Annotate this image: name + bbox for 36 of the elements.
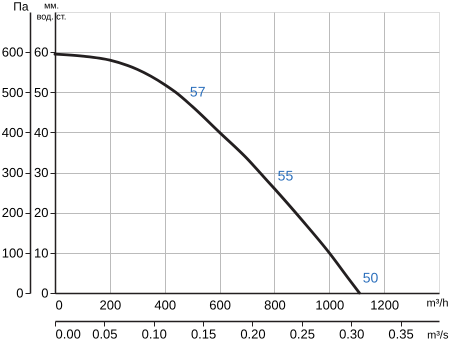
y2-tick-label: 60	[34, 44, 48, 60]
x-tick-label: 1200	[370, 298, 400, 312]
x2-tick-label: 0.30	[339, 326, 364, 342]
x-tick-label: 600	[209, 298, 231, 312]
y-tick-label: 300	[2, 165, 24, 180]
x2-tick-label: 0.25	[290, 326, 316, 342]
x-tick-label: 0	[56, 298, 63, 312]
annotation: 57	[190, 83, 206, 100]
y2-tick-label: 20	[34, 205, 48, 220]
y-tick-label: 500	[2, 84, 24, 100]
x-tick-label: 200	[100, 298, 122, 312]
y2-tick-label: 0	[41, 286, 48, 300]
annotation: 50	[362, 270, 378, 286]
annotation: 55	[278, 168, 294, 184]
y2-axis-title: мм. вод. ст.	[36, 0, 66, 22]
y-tick-label: 0	[16, 286, 24, 300]
x2-tick-label: 0.35	[388, 326, 414, 342]
y2-tick-label: 50	[34, 84, 48, 100]
y-axis-title: Па	[13, 0, 29, 14]
x-tick-label: 800	[264, 298, 286, 312]
x2-tick-label: 0.05	[92, 326, 118, 342]
y-tick-label: 100	[2, 245, 24, 260]
x2-tick-label: 0.20	[240, 326, 266, 342]
x-tick-label: 400	[154, 298, 176, 312]
x2-tick-label: 0.10	[142, 326, 167, 342]
x2-tick-label: 0.00	[56, 326, 81, 342]
y-tick-label: 200	[2, 205, 24, 220]
x2-tick-label: 0.15	[190, 326, 216, 342]
y-tick-label: 600	[2, 44, 24, 60]
y2-tick-label: 40	[34, 124, 48, 140]
y-tick-label: 400	[2, 124, 24, 140]
x-axis-title: m³/h	[426, 298, 448, 310]
y2-tick-label: 30	[34, 165, 48, 180]
y2-tick-label: 10	[34, 245, 48, 260]
x2-axis-title: m³/s	[427, 330, 449, 342]
x-tick-label: 1000	[315, 298, 344, 312]
